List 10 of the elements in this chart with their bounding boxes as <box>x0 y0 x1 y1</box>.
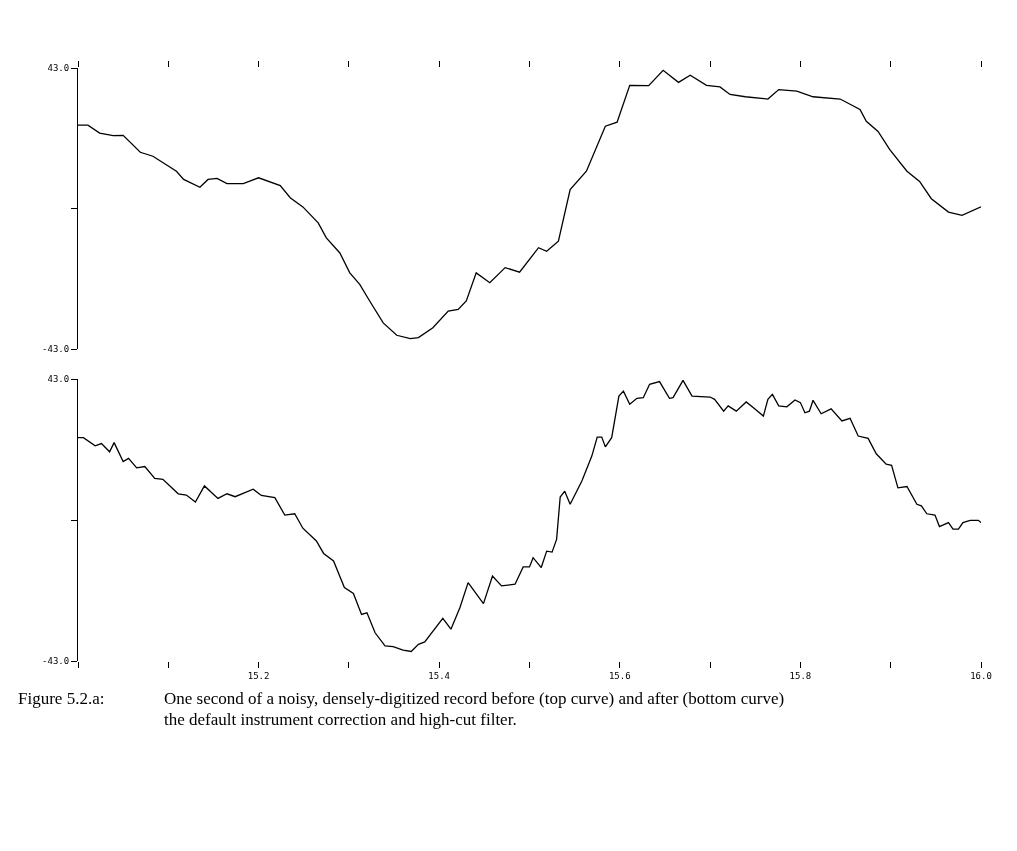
y-tick-label: -43.0 <box>42 656 70 667</box>
x-tick-label: 15.6 <box>608 670 631 681</box>
x-tick-label: 15.2 <box>247 670 270 681</box>
y-tick-label: 43.0 <box>47 63 70 74</box>
y-tick-label: 43.0 <box>47 374 70 385</box>
x-tick-label: 15.8 <box>789 670 812 681</box>
y-tick-label: -43.0 <box>42 344 70 355</box>
text: Figure 5.2.a: One second of a noisy, densely-digitized record before (top curve) and after (bottom curve) the default instrument correction and high-cut filter. <box>18 689 785 729</box>
x-tick-label: 16.0 <box>970 670 992 681</box>
x-tick-label: 15.4 <box>428 670 451 681</box>
